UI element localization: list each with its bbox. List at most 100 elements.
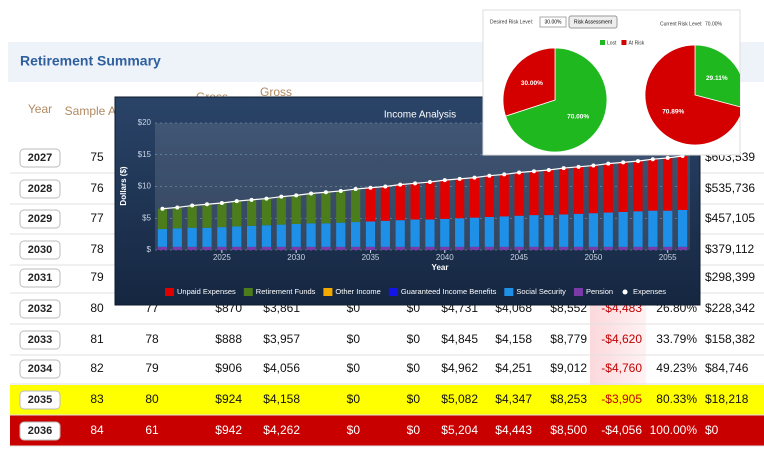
cell: $0 — [347, 423, 361, 437]
desired-label: Desired Risk Level: — [490, 19, 533, 25]
input[interactable] — [539, 16, 567, 28]
expense-point — [591, 163, 596, 168]
legend-swatch — [621, 40, 627, 45]
desired-value[interactable]: 30.00% — [545, 19, 563, 25]
cell: $18,218 — [705, 392, 749, 406]
bar-segment — [440, 246, 450, 250]
bar-segment — [603, 163, 613, 213]
bar-segment — [232, 201, 242, 227]
cell: 79 — [90, 270, 104, 284]
cell: -$4,620 — [601, 332, 642, 346]
cell: $158,382 — [705, 332, 755, 346]
bar-segment — [663, 210, 673, 247]
cell: 77 — [90, 211, 104, 225]
expense-point — [338, 188, 343, 193]
bar-segment — [633, 211, 643, 247]
year: 2036 — [28, 425, 52, 437]
cell: $3,957 — [263, 332, 300, 346]
expense-point — [353, 187, 358, 192]
bar-segment — [648, 246, 658, 250]
bar-segment — [217, 227, 227, 247]
year: 2027 — [28, 152, 52, 164]
expense-point — [219, 201, 224, 206]
cell: $8,253 — [550, 392, 587, 406]
bar-segment — [618, 246, 628, 250]
year: 2029 — [28, 213, 52, 225]
expense-point — [234, 199, 239, 204]
cell: 78 — [90, 242, 104, 256]
bar-segment — [365, 187, 376, 222]
bar-segment — [291, 223, 301, 247]
expense-point — [531, 169, 536, 174]
cell: $0 — [407, 332, 421, 346]
cell: -$3,905 — [601, 392, 642, 406]
legend-label: Pension — [586, 287, 613, 296]
bar-segment — [588, 165, 599, 214]
chart-title: Income Analysis — [384, 110, 456, 121]
x-tick-label: 2055 — [659, 253, 677, 262]
year-box — [19, 179, 61, 199]
bar-segment — [440, 180, 450, 219]
year: 2035 — [28, 394, 52, 406]
bar-segment — [440, 218, 450, 247]
y-tick-label: $15 — [138, 150, 152, 159]
expense-point — [279, 194, 284, 199]
bar-segment — [544, 246, 554, 250]
bar-segment — [544, 169, 554, 216]
cell: $4,962 — [441, 361, 478, 375]
bar-segment — [514, 215, 524, 247]
bar-segment — [217, 246, 227, 250]
legend-swatch — [165, 288, 174, 296]
slice-label: 30.00% — [521, 80, 543, 87]
bar-segment — [469, 217, 480, 247]
legend-swatch — [323, 288, 333, 296]
expense-point — [517, 170, 522, 175]
cell: $457,105 — [705, 211, 755, 225]
bar-segment — [455, 218, 465, 247]
cell: $906 — [215, 361, 242, 375]
expense-point — [175, 205, 180, 210]
legend-label: Other Income — [335, 287, 380, 296]
bar-segment — [172, 228, 182, 247]
bar-segment — [603, 246, 613, 250]
bar-segment — [544, 215, 554, 247]
cell: $298,399 — [705, 270, 755, 284]
bar-segment — [469, 246, 480, 250]
cell: $535,736 — [705, 181, 755, 195]
legend-label: At Risk — [628, 40, 644, 46]
row-highlight — [10, 415, 764, 446]
expense-point — [561, 166, 566, 171]
button-label[interactable]: Risk Assessment — [574, 19, 613, 25]
cell: 82 — [90, 361, 104, 375]
slice-label: 70.00% — [567, 114, 589, 121]
button[interactable] — [568, 15, 618, 29]
cell: 80.33% — [656, 392, 697, 406]
bar-segment — [484, 175, 494, 217]
year-box — [19, 240, 61, 260]
bar-segment — [306, 223, 316, 247]
bar-segment — [291, 195, 301, 224]
bar-segment — [514, 246, 524, 250]
pie-slice — [644, 44, 740, 146]
bar-segment — [663, 157, 673, 211]
bar-segment — [395, 246, 405, 250]
cell: $5,204 — [441, 423, 478, 437]
bar-segment — [455, 246, 465, 250]
cell: $924 — [215, 392, 242, 406]
bar-segment — [603, 212, 613, 247]
bar-segment — [232, 226, 242, 247]
year: 2034 — [28, 363, 53, 375]
bar-segment — [306, 246, 316, 250]
table-title: Retirement Summary — [20, 53, 161, 69]
bar-segment — [618, 211, 628, 247]
cell: $84,746 — [705, 361, 749, 375]
bar-segment — [187, 205, 197, 228]
legend-swatch — [243, 288, 253, 296]
year-box — [19, 390, 61, 410]
bar-segment — [559, 246, 569, 250]
bar-segment — [157, 208, 168, 230]
cell: 49.23% — [656, 361, 697, 375]
cell: $9,012 — [550, 361, 587, 375]
cell: $0 — [347, 361, 361, 375]
bar-segment — [469, 177, 480, 218]
